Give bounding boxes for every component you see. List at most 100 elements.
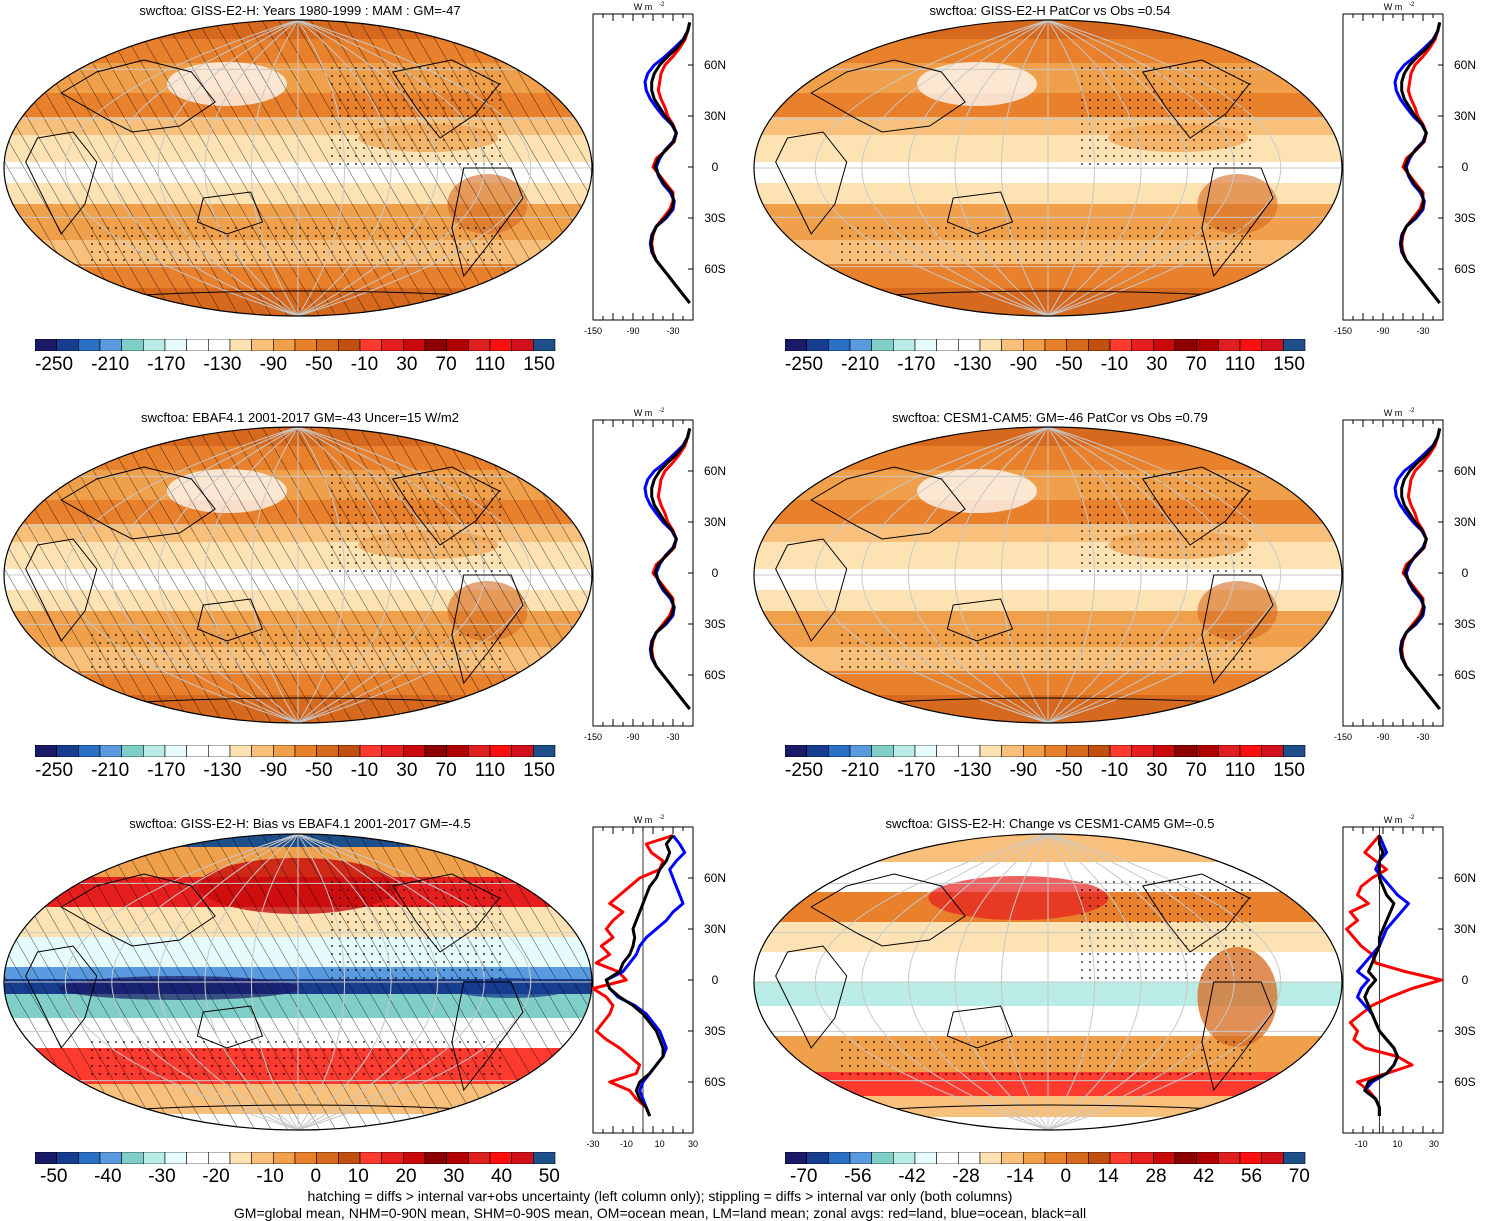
zonal-unit-superscript: -2 bbox=[659, 2, 665, 8]
zonal-lat-label: 0 bbox=[712, 973, 719, 987]
panel-title-1: swcftoa: GISS-E2-H: Years 1980-1999 : MA… bbox=[139, 3, 461, 18]
zonal-x-tick-label: -150 bbox=[584, 326, 602, 336]
colorbar-tick-label: -130 bbox=[203, 760, 242, 781]
colorbar-swatch bbox=[121, 745, 144, 757]
colorbar-tick-label: 50 bbox=[538, 1166, 560, 1187]
continent-north-america bbox=[391, 873, 501, 953]
stippling-overlay bbox=[327, 877, 506, 982]
colorbar-swatch bbox=[143, 1152, 166, 1164]
colorbar-swatch bbox=[1261, 745, 1284, 757]
colorbar-tick-label: -10 bbox=[350, 354, 379, 375]
colorbar-swatch bbox=[828, 745, 851, 757]
colorbar-tick-label: 70 bbox=[435, 354, 457, 375]
colorbar-tick-label: -210 bbox=[841, 354, 880, 375]
colorbar-swatch bbox=[78, 1152, 101, 1164]
map-panel-2 bbox=[753, 19, 1343, 317]
colorbar-swatch bbox=[164, 745, 187, 757]
colorbar-tick-label: 0 bbox=[1060, 1166, 1072, 1187]
map-border bbox=[753, 833, 1343, 1131]
colorbar-swatch bbox=[1044, 339, 1067, 351]
zonal-line-all bbox=[1399, 428, 1442, 710]
panel-title-5: swcftoa: GISS-E2-H: Bias vs EBAF4.1 2001… bbox=[129, 816, 471, 831]
colorbar-swatch bbox=[979, 339, 1002, 351]
colorbar-swatch bbox=[1044, 745, 1067, 757]
colorbar-3 bbox=[35, 745, 556, 757]
colorbar-swatch bbox=[936, 339, 959, 351]
continent-south-america bbox=[1201, 574, 1274, 685]
zonal-lat-label: 60S bbox=[704, 262, 725, 276]
zonal-unit-label: W m bbox=[634, 408, 653, 418]
continent-north-america bbox=[1141, 873, 1251, 953]
colorbar-tick-label: 10 bbox=[347, 1166, 369, 1187]
colorbar-swatch bbox=[229, 745, 252, 757]
zonal-lat-label: 60N bbox=[1454, 871, 1476, 885]
colorbar-swatch bbox=[56, 339, 79, 351]
zonal-x-tick-label: -10 bbox=[1355, 1139, 1368, 1149]
colorbar-swatch bbox=[785, 339, 807, 351]
colorbar-tick-label: 150 bbox=[523, 760, 555, 781]
colorbar-5 bbox=[35, 1152, 556, 1164]
zonal-lat-label: 60S bbox=[1454, 1075, 1475, 1089]
colorbar-swatch bbox=[489, 339, 512, 351]
panel-title-4: swcftoa: CESM1-CAM5: GM=-46 PatCor vs Ob… bbox=[892, 410, 1208, 425]
caption-line-1: hatching = diffs > internal var+obs unce… bbox=[307, 1188, 1013, 1204]
zonal-panel-5: W m -2 60N 30N 0 30S 60S -30 -10 10 30 bbox=[586, 815, 726, 1149]
continent-australia bbox=[946, 598, 1014, 642]
colorbar-swatch bbox=[958, 745, 981, 757]
colorbar-tick-label: 150 bbox=[523, 354, 555, 375]
colorbar-labels-2: -250 -210 -170 -130 -90 -50 -10 30 70 110 150 bbox=[785, 354, 1305, 376]
colorbar-swatch bbox=[468, 339, 491, 351]
colorbar-swatch bbox=[403, 339, 426, 351]
colorbar-swatch bbox=[1109, 339, 1132, 351]
colorbar-swatch bbox=[785, 745, 807, 757]
colorbar-swatch bbox=[316, 339, 339, 351]
colorbar-swatch bbox=[468, 745, 491, 757]
zonal-lat-label: 0 bbox=[712, 160, 719, 174]
zonal-unit-label: W m bbox=[1384, 2, 1403, 12]
colorbar-swatch bbox=[1044, 1152, 1067, 1164]
colorbar-swatch bbox=[121, 1152, 144, 1164]
zonal-lat-label: 0 bbox=[712, 566, 719, 580]
zonal-x-tick-label: -10 bbox=[620, 1139, 633, 1149]
colorbar-tick-label: -10 bbox=[1100, 354, 1129, 375]
colorbar-tick-label: 150 bbox=[1273, 354, 1305, 375]
zonal-line-ocean bbox=[604, 834, 687, 1117]
colorbar-tick-label: 30 bbox=[443, 1166, 465, 1187]
colorbar-swatch bbox=[1023, 745, 1046, 757]
colorbar-tick-label: -10 bbox=[256, 1166, 284, 1187]
colorbar-swatch bbox=[1174, 745, 1197, 757]
colorbar-swatch bbox=[381, 1152, 404, 1164]
colorbar-swatch bbox=[78, 339, 101, 351]
colorbar-swatch bbox=[979, 1152, 1002, 1164]
colorbar-swatch bbox=[1261, 339, 1284, 351]
colorbar-swatch bbox=[424, 339, 447, 351]
colorbar-swatch bbox=[121, 339, 144, 351]
colorbar-swatch bbox=[893, 339, 916, 351]
panel-title-6: swcftoa: GISS-E2-H: Change vs CESM1-CAM5… bbox=[885, 816, 1215, 831]
continent-eurasia bbox=[810, 466, 966, 540]
colorbar-swatch bbox=[914, 745, 937, 757]
colorbar-tick-label: -20 bbox=[202, 1166, 230, 1187]
colorbar-swatch bbox=[849, 339, 872, 351]
colorbar-tick-label: -10 bbox=[350, 760, 379, 781]
colorbar-tick-label: -42 bbox=[898, 1166, 926, 1187]
map-border bbox=[753, 426, 1343, 724]
colorbar-swatch bbox=[338, 745, 361, 757]
continent-north-america bbox=[1141, 466, 1251, 546]
colorbar-tick-label: 70 bbox=[1288, 1166, 1310, 1187]
colorbar-swatch bbox=[186, 1152, 209, 1164]
zonal-unit-superscript: -2 bbox=[1409, 815, 1415, 821]
zonal-unit-label: W m bbox=[634, 2, 653, 12]
colorbar-swatch bbox=[446, 339, 469, 351]
colorbar-swatch bbox=[273, 339, 296, 351]
map-panel-4 bbox=[753, 426, 1343, 724]
colorbar-swatch bbox=[273, 1152, 296, 1164]
colorbar-swatch bbox=[186, 745, 209, 757]
zonal-lat-label: 60S bbox=[704, 1075, 725, 1089]
colorbar-swatch bbox=[208, 339, 231, 351]
zonal-frame bbox=[1342, 419, 1444, 727]
colorbar-tick-label: 110 bbox=[474, 354, 506, 375]
colorbar-tick-label: -170 bbox=[147, 354, 186, 375]
continent-africa bbox=[25, 131, 98, 235]
zonal-frame bbox=[1342, 826, 1444, 1134]
